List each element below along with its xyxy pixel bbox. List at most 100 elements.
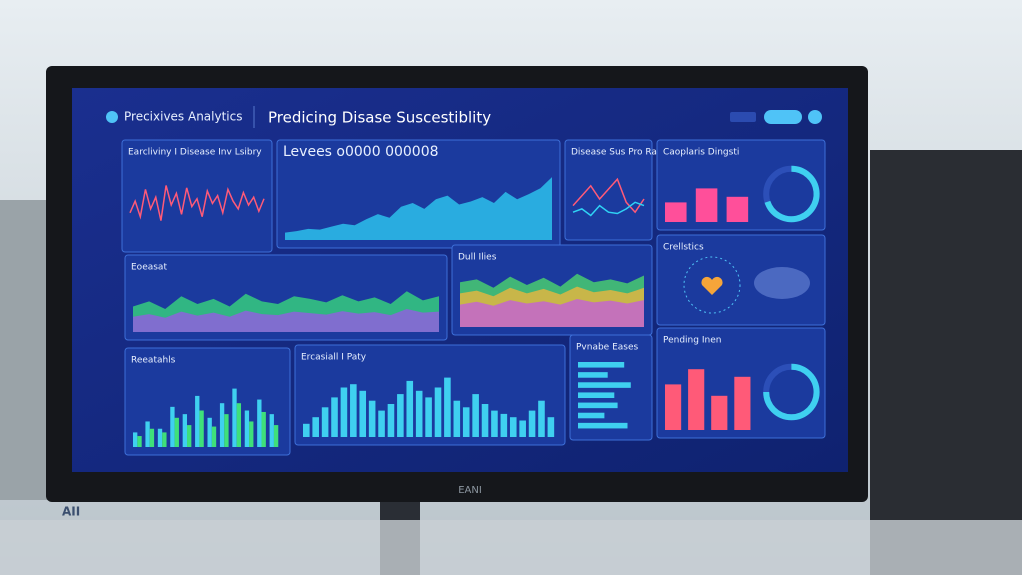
desk — [0, 520, 1022, 575]
bar — [199, 410, 204, 447]
bar — [269, 414, 274, 447]
panel-title: Eoeasat — [131, 263, 167, 273]
bar — [528, 410, 536, 437]
bar — [734, 376, 751, 430]
bar — [303, 423, 310, 437]
bar — [406, 380, 414, 437]
bar — [224, 414, 229, 447]
bar — [174, 417, 179, 447]
line — [572, 201, 645, 217]
bar — [182, 414, 188, 447]
panel-title: Disease Sus Pro Rate — [571, 148, 666, 158]
brand[interactable]: Precixives Analytics — [124, 110, 243, 124]
cabinet — [870, 150, 1022, 575]
logo — [106, 111, 118, 123]
bar — [453, 400, 461, 437]
bar — [133, 432, 138, 447]
panel — [121, 139, 273, 253]
bar — [236, 403, 242, 447]
line — [129, 185, 265, 221]
bar — [519, 420, 526, 437]
bar — [491, 410, 498, 437]
bar — [726, 196, 749, 222]
panel-title: Earcliviny I Disease Inv Lsibry — [128, 148, 262, 158]
bar — [257, 399, 262, 447]
hbar — [578, 422, 628, 429]
bar — [170, 406, 175, 447]
bar — [444, 377, 451, 437]
bar — [312, 417, 319, 437]
bar — [359, 390, 367, 437]
bar — [249, 421, 254, 447]
bar — [397, 394, 404, 437]
bar — [711, 395, 728, 430]
bar — [340, 387, 348, 437]
panel-title: Reeatahls — [131, 356, 176, 366]
bar — [232, 388, 237, 447]
panel-title: Ercasiall I Paty — [301, 353, 367, 363]
hbar — [578, 412, 605, 419]
menu-button[interactable] — [730, 112, 756, 122]
line — [572, 177, 645, 214]
bar — [500, 413, 508, 437]
monitor-label: EANI — [458, 485, 482, 496]
panel-title: Levees o0000 000008 — [283, 144, 439, 160]
user-button[interactable] — [808, 110, 822, 124]
bar — [219, 403, 225, 447]
bar — [415, 390, 423, 437]
shelf — [0, 200, 48, 500]
bar — [261, 411, 266, 447]
panel-title: Pvnabe Eases — [576, 343, 639, 353]
panel-title: Pending Inen — [663, 336, 721, 346]
ring — [763, 363, 820, 421]
hbar — [578, 372, 608, 378]
map-ring — [683, 256, 741, 314]
hbar — [578, 362, 625, 368]
bar — [547, 417, 555, 437]
bar — [137, 436, 142, 447]
bar — [434, 387, 442, 437]
toggle[interactable] — [764, 110, 802, 124]
ring — [764, 165, 820, 223]
heart — [701, 276, 723, 295]
bar — [331, 397, 338, 437]
bar — [665, 202, 687, 222]
hbar — [578, 392, 615, 399]
bar — [472, 394, 479, 437]
bar — [462, 407, 470, 437]
hbar — [578, 382, 631, 388]
page-title: Predicing Disase Suscestiblity — [268, 109, 491, 127]
panel-title: Crellstics — [663, 243, 704, 253]
area — [133, 309, 439, 332]
bar — [509, 417, 517, 437]
bar — [149, 428, 155, 447]
bar — [368, 400, 376, 437]
bar — [481, 404, 489, 437]
bar — [187, 425, 192, 447]
bar — [378, 410, 385, 437]
bar — [350, 384, 357, 437]
bar — [273, 425, 279, 447]
bar — [387, 404, 395, 437]
bar — [665, 384, 682, 430]
panel-title: Dull Ilies — [458, 253, 497, 263]
bar — [145, 421, 150, 447]
bar — [162, 432, 167, 447]
area — [285, 177, 552, 240]
bar — [207, 417, 212, 447]
bar — [157, 428, 163, 447]
bar — [211, 426, 217, 447]
bar — [688, 369, 705, 430]
area — [460, 299, 644, 327]
bar — [695, 188, 718, 222]
corner-label: AII — [62, 505, 80, 519]
bar — [195, 395, 200, 447]
world-map — [754, 267, 810, 299]
panel — [656, 234, 826, 326]
panel-title: Caoplaris Dingsti — [663, 148, 739, 158]
bar — [538, 400, 545, 437]
hbar — [578, 402, 618, 409]
bar — [425, 397, 432, 437]
bar — [321, 407, 329, 437]
